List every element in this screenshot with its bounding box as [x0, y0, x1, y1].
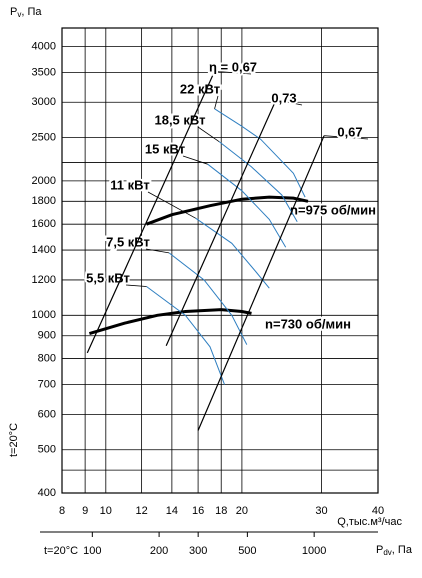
y-tick-label: 1400: [32, 244, 56, 256]
series-line: [207, 163, 287, 248]
y-tick-label: 600: [38, 408, 56, 420]
leader-line: [145, 248, 170, 254]
series-label: n=730 об/мин: [265, 316, 351, 331]
x-tick-label: 18: [215, 505, 227, 517]
x-axis-title: Q,тыс.м³/час: [337, 516, 402, 528]
y-tick-label: 1000: [32, 309, 56, 321]
y-tick-label: 3500: [32, 66, 56, 78]
series-line: [214, 108, 306, 198]
x2-title-unit: , Па: [392, 544, 413, 556]
y-tick-label: 3000: [32, 96, 56, 108]
x2-tick-label: 500: [238, 545, 256, 557]
series-label: 0,73: [271, 90, 296, 105]
y-tick-label: 500: [38, 444, 56, 456]
plot-frame: [61, 27, 379, 494]
leader-line: [147, 191, 196, 219]
x2-title-main: P: [376, 544, 383, 556]
series-label: 7,5 кВт: [106, 234, 150, 249]
y-title-unit: , Па: [21, 6, 42, 18]
series-line: [86, 71, 216, 354]
y-axis-title: Pv, Па: [10, 6, 42, 19]
x-tick-label: 9: [82, 505, 88, 517]
series-line: [218, 141, 298, 223]
series-line: [168, 252, 248, 345]
leader-line: [214, 95, 219, 109]
x-tick-label: 10: [100, 505, 112, 517]
side-note: t=20°C: [8, 423, 20, 457]
series-label: n=975 об/мин: [290, 202, 376, 217]
x-tick-label: 20: [236, 505, 248, 517]
leader-line: [182, 155, 208, 165]
x-tick-label: 8: [59, 505, 65, 517]
y-tick-label: 2500: [32, 132, 56, 144]
leader-line: [197, 126, 220, 142]
series-line: [146, 286, 225, 385]
leader-line: [214, 70, 252, 75]
series-line: [197, 135, 325, 431]
series-line: [88, 308, 252, 336]
x-tick-label: 12: [135, 505, 147, 517]
y-tick-label: 800: [38, 352, 56, 364]
y-tick-label: 4000: [32, 40, 56, 52]
y-tick-label: 1800: [32, 195, 56, 207]
x-tick-label: 14: [166, 505, 178, 517]
x-tick-label: 40: [372, 505, 384, 517]
x2-tick-label: 200: [150, 545, 168, 557]
series-label: 0,67: [337, 124, 362, 139]
x2-tick-label: 100: [83, 545, 101, 557]
series-label: 15 кВт: [145, 141, 185, 156]
x-tick-label: 16: [192, 505, 204, 517]
series-line: [145, 195, 309, 226]
leader-line: [324, 135, 369, 140]
y-tick-label: 900: [38, 330, 56, 342]
series-label: η = 0,67: [209, 59, 257, 74]
x2-axis-title: Pdv, Па: [376, 544, 413, 557]
y-tick-label: 1600: [32, 218, 56, 230]
leader-line: [125, 284, 147, 287]
series-line: [165, 99, 277, 346]
y-title-sub: v: [17, 10, 21, 19]
x2-tick-label: 1000: [302, 545, 326, 557]
y-tick-label: 400: [38, 487, 56, 499]
x2-title-sub: dv: [383, 548, 391, 557]
y-tick-label: 700: [38, 378, 56, 390]
leader-line: [275, 99, 303, 106]
y-tick-label: 2000: [32, 175, 56, 187]
series-label: 22 кВт: [180, 81, 220, 96]
x2-note: t=20°C: [44, 545, 78, 557]
y-title-main: P: [10, 6, 17, 18]
x-tick-label: 30: [315, 505, 327, 517]
x2-tick-label: 300: [189, 545, 207, 557]
series-label: 11 кВт: [110, 177, 149, 192]
y-tick-label: 1200: [32, 274, 56, 286]
series-label: 18,5 кВт: [154, 112, 205, 127]
